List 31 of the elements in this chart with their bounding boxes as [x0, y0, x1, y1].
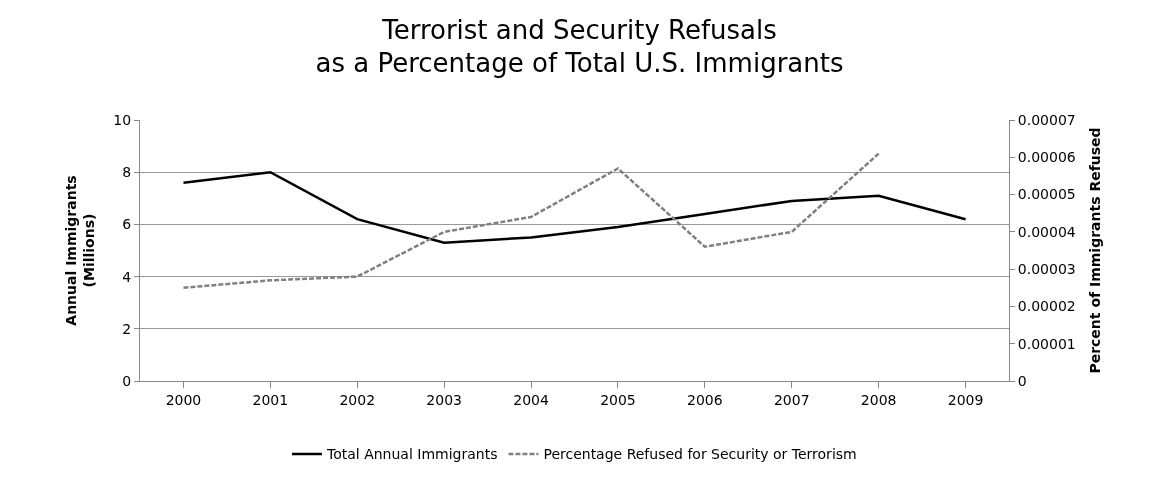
legend-label: Total Annual Immigrants	[326, 446, 498, 463]
x-tick-label: 2008	[860, 391, 897, 408]
y2-tick-label: 0.00003	[1017, 261, 1076, 278]
y-tick-label: 2	[122, 320, 132, 337]
y-tick-label: 10	[113, 111, 132, 128]
x-tick-label: 2005	[600, 391, 636, 408]
x-tick-label: 2002	[339, 391, 376, 408]
x-tick-label: 2006	[687, 391, 723, 408]
x-tick-label: 2000	[165, 391, 202, 408]
x-tick-label: 2001	[252, 391, 289, 408]
y2-tick-label: 0.00004	[1017, 223, 1076, 240]
y2-tick-label: 0.00007	[1017, 111, 1076, 128]
x-tick-label: 2004	[513, 391, 549, 408]
y-tick-label: 0	[122, 372, 132, 389]
line-series	[182, 152, 880, 290]
y-tick-label: 6	[122, 216, 132, 233]
x-tick-label: 2009	[947, 391, 984, 408]
y2-tick-label: 0.00006	[1017, 149, 1076, 166]
y2-tick-label: 0.00001	[1017, 335, 1076, 352]
chart-title: Terrorist and Security Refusals as a Percentage of Total U.S. Immigrants	[315, 14, 844, 79]
legend-label: Percentage Refused for Security or Terrorism	[543, 446, 857, 463]
x-tick-label: 2007	[773, 391, 810, 408]
line-series	[182, 170, 967, 244]
y2-axis-title: Percent of Immigrants Refused	[1087, 127, 1104, 374]
y2-tick-label: 0	[1017, 372, 1027, 389]
y-tick-label: 8	[122, 164, 132, 181]
x-tick-label: 2003	[426, 391, 462, 408]
y2-tick-label: 0.00002	[1017, 298, 1076, 315]
y-axis-title: Annual Immigrants (Millions)	[62, 175, 97, 326]
y2-tick-label: 0.00005	[1017, 186, 1076, 203]
y-tick-label: 4	[122, 268, 132, 285]
